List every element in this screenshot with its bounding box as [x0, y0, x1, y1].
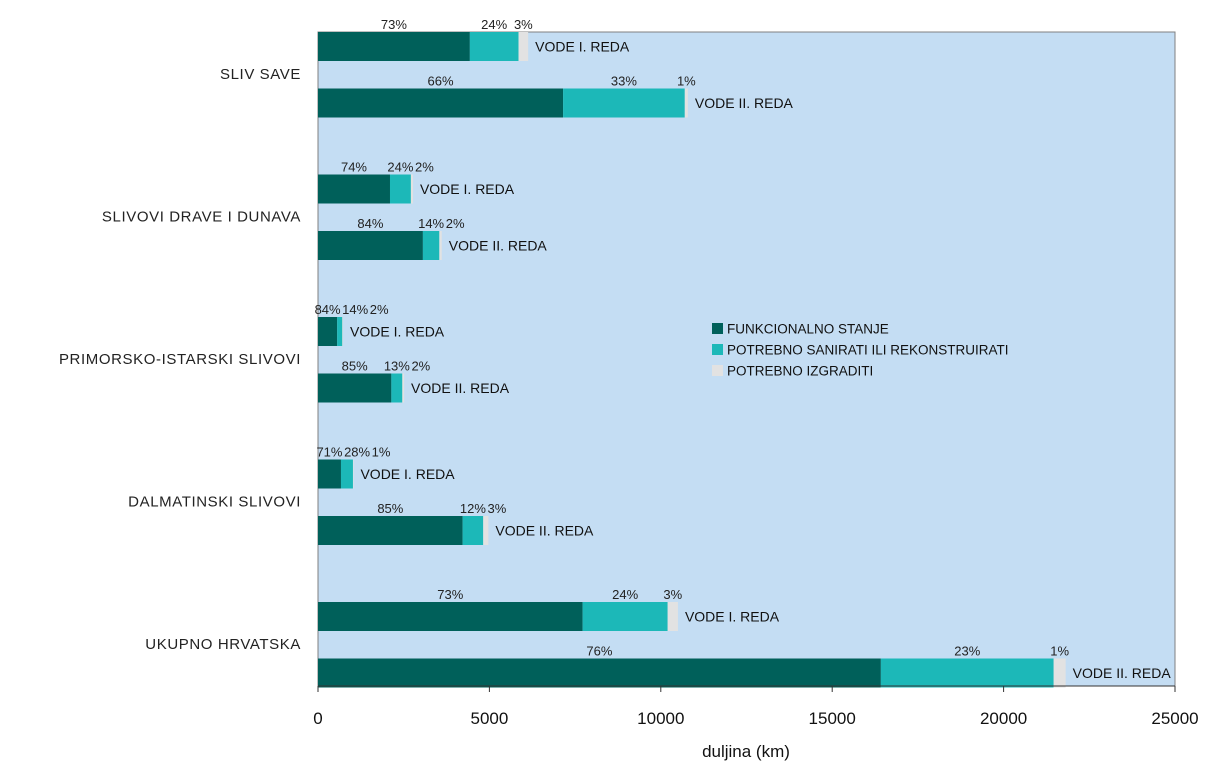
x-axis: 0 5000 10000 15000 20000 25000 — [313, 685, 1199, 728]
legend-label: POTREBNO IZGRADITI — [727, 364, 873, 379]
x-tick-label: 20000 — [980, 709, 1027, 728]
bar-segment — [318, 32, 470, 61]
bar-category-label: VODE I. REDA — [350, 324, 445, 340]
bar-segment — [462, 516, 484, 545]
bar-segment — [340, 459, 353, 489]
bar-segment — [422, 231, 440, 260]
bar-segment — [667, 602, 678, 631]
group-label: DALMATINSKI SLIVOVI — [128, 494, 301, 511]
group-label: UKUPNO HRVATSKA — [145, 636, 301, 653]
bar-segment — [563, 88, 685, 118]
bar-segment — [318, 516, 463, 545]
percent-label: 85% — [377, 501, 403, 516]
bar-segment — [318, 88, 564, 118]
bar-segment — [318, 231, 423, 260]
legend-swatch — [712, 323, 723, 334]
percent-label: 13% — [384, 359, 410, 374]
percent-label: 66% — [428, 74, 454, 89]
percent-label: 2% — [370, 302, 389, 317]
percent-label: 12% — [460, 501, 486, 516]
percent-label: 28% — [344, 445, 370, 460]
bar-category-label: VODE II. REDA — [411, 380, 510, 396]
percent-label: 84% — [315, 302, 341, 317]
x-tick-label: 0 — [313, 709, 322, 728]
bar-segment — [352, 459, 354, 489]
bar-category-label: VODE II. REDA — [495, 523, 594, 539]
bar-segment — [1053, 658, 1066, 688]
x-axis-title: duljina (km) — [702, 742, 790, 761]
percent-label: 3% — [514, 17, 533, 32]
percent-label: 2% — [415, 160, 434, 175]
percent-label: 73% — [381, 17, 407, 32]
percent-label: 84% — [357, 216, 383, 231]
bar-segment — [318, 373, 392, 403]
percent-label: 76% — [586, 644, 612, 659]
bar-segment — [518, 32, 529, 61]
bar-segment — [318, 459, 341, 489]
percent-label: 3% — [663, 587, 682, 602]
legend-swatch — [712, 365, 723, 376]
legend-label: POTREBNO SANIRATI ILI REKONSTRUIRATI — [727, 343, 1009, 358]
legend: FUNKCIONALNO STANJE POTREBNO SANIRATI ILI… — [712, 322, 1009, 379]
percent-label: 24% — [481, 17, 507, 32]
bar-category-label: VODE II. REDA — [695, 95, 794, 111]
bar-category-label: VODE I. REDA — [360, 466, 455, 482]
percent-label: 1% — [677, 74, 696, 89]
percent-label: 3% — [488, 501, 507, 516]
x-tick-label: 15000 — [809, 709, 856, 728]
bar-segment — [318, 658, 881, 688]
x-tick-label: 25000 — [1151, 709, 1198, 728]
percent-label: 71% — [316, 445, 342, 460]
bar-segment — [318, 317, 338, 346]
plot-area — [317, 31, 1176, 687]
bar-segment — [410, 174, 413, 204]
percent-label: 74% — [341, 160, 367, 175]
percent-label: 85% — [342, 359, 368, 374]
bar-segment — [684, 88, 688, 118]
bar-segment — [342, 317, 344, 346]
bar-segment — [483, 516, 489, 545]
bar-segment — [318, 602, 583, 631]
percent-label: 1% — [1050, 644, 1069, 659]
bar-category-label: VODE I. REDA — [420, 181, 515, 197]
bar-segment — [469, 32, 519, 61]
percent-label: 24% — [612, 587, 638, 602]
bar-segment — [880, 658, 1054, 688]
bars-layer — [318, 32, 1066, 688]
percent-label: 33% — [611, 74, 637, 89]
bar-category-label: VODE II. REDA — [1073, 665, 1172, 681]
bar-segment — [318, 174, 390, 204]
group-label: PRIMORSKO-ISTARSKI SLIVOVI — [59, 351, 301, 368]
percent-label: 2% — [446, 216, 465, 231]
percent-label: 1% — [372, 445, 391, 460]
bar-category-label: VODE I. REDA — [535, 39, 630, 55]
bar-segment — [439, 231, 442, 260]
legend-swatch — [712, 344, 723, 355]
percent-label: 73% — [437, 587, 463, 602]
bar-segment — [402, 373, 405, 403]
x-tick-label: 5000 — [470, 709, 508, 728]
bar-category-label: VODE I. REDA — [685, 609, 780, 625]
bar-category-label: VODE II. REDA — [449, 238, 548, 254]
percent-label: 14% — [342, 302, 368, 317]
bar-segment — [582, 602, 668, 631]
group-label: SLIVOVI DRAVE I DUNAVA — [102, 209, 301, 226]
group-label: SLIV SAVE — [220, 66, 301, 83]
percent-label: 23% — [954, 644, 980, 659]
bar-segment — [389, 174, 411, 204]
percent-label: 24% — [387, 160, 413, 175]
bar-segment — [391, 373, 403, 403]
percent-label: 2% — [411, 359, 430, 374]
legend-label: FUNKCIONALNO STANJE — [727, 322, 889, 337]
x-tick-label: 10000 — [637, 709, 684, 728]
percent-label: 14% — [418, 216, 444, 231]
bar-segment — [337, 317, 343, 346]
